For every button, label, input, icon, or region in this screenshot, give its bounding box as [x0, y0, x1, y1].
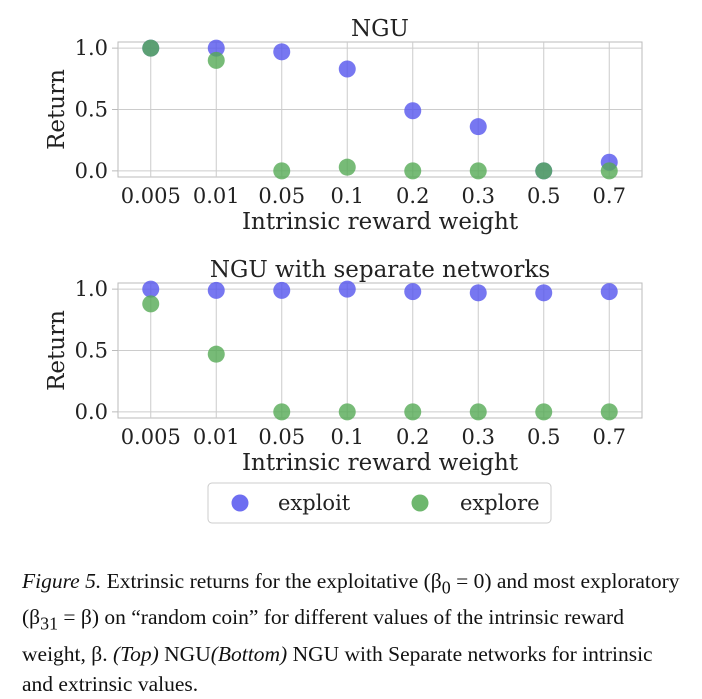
x-tick-label: 0.05: [258, 184, 305, 208]
exploit-point: [600, 283, 618, 301]
explore-point: [207, 345, 225, 363]
caption-text: NGU: [158, 641, 211, 666]
exploit-point: [273, 43, 291, 61]
exploit-point: [142, 280, 160, 298]
legend: exploit explore: [207, 482, 552, 524]
exploit-point: [469, 284, 487, 302]
exploit-point: [469, 118, 487, 136]
legend-explore-label: explore: [460, 491, 540, 515]
explore-point: [535, 403, 553, 421]
x-tick-label: 0.05: [258, 425, 305, 449]
caption-label: Figure 5.: [22, 569, 102, 593]
explore-point: [273, 403, 291, 421]
exploit-point: [338, 280, 356, 298]
explore-point: [338, 403, 356, 421]
figure-caption: Figure 5. Extrinsic returns for the expl…: [22, 566, 682, 699]
chart-title: NGU: [351, 16, 409, 42]
figure: 0.0 0.5 1.0 0.005 0.01 0.05 0.1 0.2 0.3 0.5 0.7 NGU…: [44, 16, 643, 524]
x-axis-label: Intrinsic reward weight: [242, 209, 519, 235]
caption-sub: 31: [40, 613, 59, 634]
explore-point: [404, 162, 422, 180]
legend-exploit-marker: [231, 494, 249, 512]
y-tick-label: 1.0: [75, 277, 108, 301]
x-tick-label: 0.005: [121, 425, 181, 449]
exploit-point: [404, 283, 422, 301]
caption-sub: 0: [441, 577, 451, 598]
explore-point: [469, 403, 487, 421]
explore-point: [600, 162, 618, 180]
explore-point: [404, 403, 422, 421]
y-axis-label: Return: [44, 69, 70, 150]
explore-point: [142, 295, 160, 313]
x-tick-label: 0.2: [396, 425, 429, 449]
explore-point: [142, 39, 160, 57]
y-tick-label: 0.0: [75, 159, 108, 183]
exploit-point: [207, 281, 225, 299]
x-axis-label: Intrinsic reward weight: [242, 450, 519, 476]
exploit-point: [535, 284, 553, 302]
x-tick-label: 0.3: [462, 184, 495, 208]
y-tick-label: 0.5: [75, 339, 108, 363]
y-tick-label: 1.0: [75, 36, 108, 60]
explore-point: [469, 162, 487, 180]
x-tick-label: 0.5: [527, 425, 560, 449]
x-tick-label: 0.7: [593, 184, 626, 208]
y-axis-label: Return: [44, 310, 70, 391]
explore-point: [207, 51, 225, 69]
x-tick-label: 0.1: [331, 184, 364, 208]
explore-point: [338, 158, 356, 176]
x-tick-label: 0.1: [331, 425, 364, 449]
caption-text: = β) on “random coin” for different valu…: [22, 605, 624, 666]
y-tick-label: 0.5: [75, 98, 108, 122]
y-tick-label: 0.0: [75, 400, 108, 424]
exploit-point: [404, 102, 422, 120]
caption-text: Extrinsic returns for the exploitative (…: [101, 569, 442, 593]
exploit-point: [338, 60, 356, 78]
explore-point: [273, 162, 291, 180]
legend-exploit-label: exploit: [278, 491, 351, 515]
x-tick-label: 0.005: [121, 184, 181, 208]
caption-top: (Top): [112, 641, 159, 666]
x-tick-label: 0.01: [193, 425, 240, 449]
explore-point: [600, 403, 618, 421]
x-tick-label: 0.01: [193, 184, 240, 208]
x-tick-label: 0.7: [593, 425, 626, 449]
caption-text: = 0) and most exploratory (β: [22, 569, 680, 630]
x-tick-label: 0.3: [462, 425, 495, 449]
x-tick-label: 0.5: [527, 184, 560, 208]
exploit-point: [273, 281, 291, 299]
chart-title: NGU with separate networks: [210, 257, 550, 283]
bottom-panel: 0.0 0.5 1.0 0.005 0.01 0.05 0.1 0.2 0.3 0.5 0.7 NGU…: [44, 257, 643, 476]
explore-point: [535, 162, 553, 180]
caption-bottom: (Bottom): [210, 641, 288, 666]
legend-explore-marker: [411, 494, 429, 512]
top-panel: 0.0 0.5 1.0 0.005 0.01 0.05 0.1 0.2 0.3 0.5 0.7 NGU…: [44, 16, 643, 235]
exploit-point: [207, 39, 225, 57]
x-tick-label: 0.2: [396, 184, 429, 208]
